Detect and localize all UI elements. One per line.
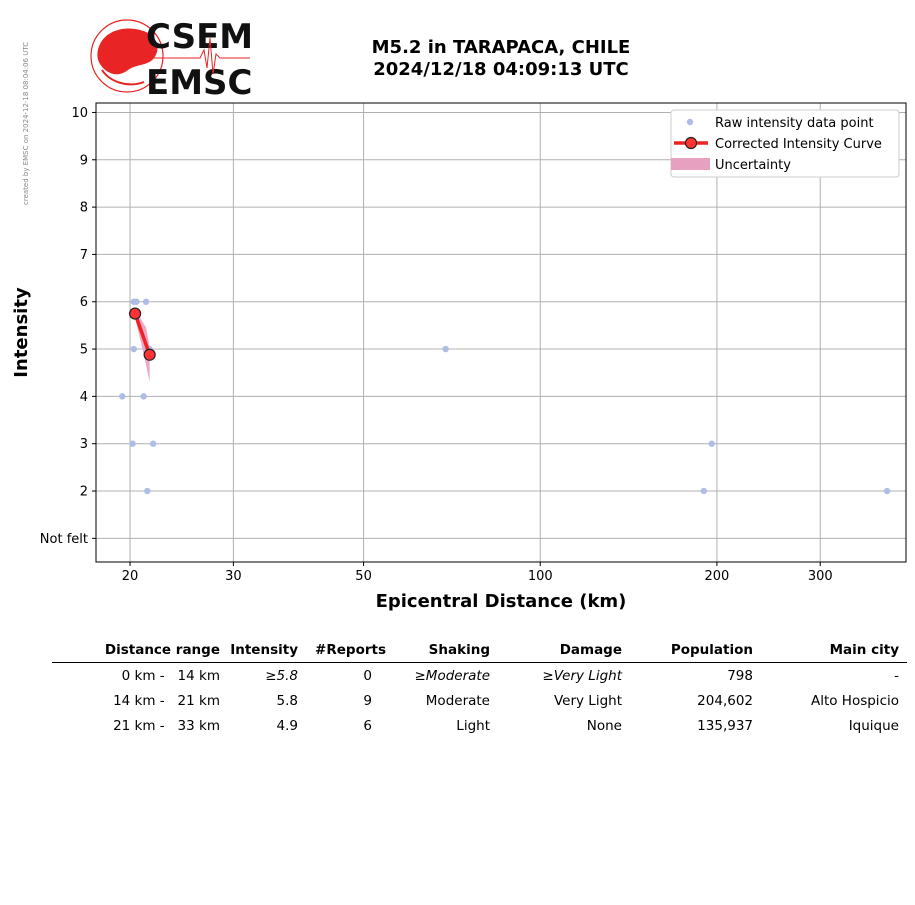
chart-title: M5.2 in TARAPACA, CHILE 2024/12/18 04:09… [300,37,702,81]
damage-cell: None [586,718,622,734]
seismogram-icon [146,37,250,75]
table-row: 21 km - 33 km 4.9 6 Light None 135,937 I… [52,713,907,738]
y-tick-label: 3 [80,437,88,452]
corrected-curve-marker [143,348,156,361]
y-tick-label: 8 [80,201,88,216]
raw-data-point [142,298,150,305]
header-shaking: Shaking [394,640,498,663]
city-cell: Iquique [848,718,899,734]
intensity-cell: 5.8 [276,693,298,709]
title-line1: M5.2 in TARAPACA, CHILE [371,37,631,58]
legend-curve-label: Corrected Intensity Curve [715,137,882,152]
raw-data-point [129,440,136,447]
shaking-cell: ≥Moderate [414,668,490,684]
raw-data-point [130,345,138,353]
legend-curve-marker [684,136,698,150]
plot-frame [95,102,907,563]
x-tick-label: 20 [122,569,139,584]
header-population: Population [630,640,761,663]
raw-data-point [119,393,126,400]
corrected-curve-line [133,312,152,356]
reports-cell: 9 [363,693,372,709]
y-tick-label: 7 [80,248,88,263]
x-tick-label: 300 [808,569,833,584]
raw-data-point [144,487,151,495]
emsc-logo: CSEM EMSC [90,17,253,100]
shaking-cell: Moderate [425,693,490,709]
corrected-curve-marker [128,307,142,320]
reports-cell: 6 [363,718,372,734]
y-tick-label: 2 [80,485,88,500]
logo-line1: CSEM [146,17,253,57]
raw-data-point [133,298,140,305]
population-cell: 798 [727,668,753,684]
table-row: 0 km - 14 km ≥5.8 0 ≥Moderate ≥Very Ligh… [52,663,907,689]
city-cell: - [894,668,899,684]
raw-data-point [140,393,147,400]
legend-uncertainty-label: Uncertainty [715,158,791,173]
distance-cell: 14 km - 21 km [113,693,220,709]
x-tick-label: 50 [355,569,372,584]
legend-box [670,109,900,178]
raw-data-point [149,440,157,447]
intensity-cell: ≥5.8 [265,668,298,684]
raw-data-point [708,440,715,447]
raw-data-point [883,487,891,495]
header-distance: Distance range [52,640,228,663]
x-tick-label: 200 [704,569,729,584]
intensity-table: Distance range Intensity #Reports Shakin… [52,640,907,738]
header-intensity: Intensity [228,640,306,663]
population-cell: 135,937 [697,718,753,734]
y-tick-label: 9 [80,153,88,168]
distance-cell: 0 km - 14 km [121,668,220,684]
city-cell: Alto Hospicio [810,693,899,709]
legend-raw-label: Raw intensity data point [715,116,874,131]
damage-cell: Very Light [553,693,622,709]
raw-data-point [700,487,708,495]
table-row: 14 km - 21 km 5.8 9 Moderate Very Light … [52,688,907,713]
population-cell: 204,602 [697,693,753,709]
header-damage: Damage [498,640,630,663]
header-reports: #Reports [306,640,394,663]
x-axis-label: Epicentral Distance (km) [376,591,627,612]
x-tick-label: 30 [225,569,242,584]
map-shape-icon [97,28,158,75]
y-tick-label: 6 [80,295,88,310]
reports-cell: 0 [363,668,372,684]
distance-cell: 21 km - 33 km [113,718,220,734]
header-city: Main city [761,640,907,663]
y-axis-label: Intensity [11,287,32,378]
damage-cell: ≥Very Light [542,668,622,684]
raw-data-point [442,345,449,353]
intensity-cell: 4.9 [276,718,298,734]
y-tick-label: 5 [80,343,88,358]
intensity-chart: 20 30 50 100 200 300 Not felt 2 3 4 5 6 7 8 9 10 Epicent… [11,102,907,612]
shaking-cell: Light [456,718,490,734]
x-tick-label: 100 [528,569,553,584]
title-line2: 2024/12/18 04:09:13 UTC [373,59,629,80]
table-header-row: Distance range Intensity #Reports Shakin… [52,640,907,663]
logo-line2: EMSC [146,63,253,100]
globe-icon [90,19,164,93]
y-tick-label: 4 [80,390,88,405]
legend-raw-marker [686,118,694,126]
y-tick-label: Not felt [40,532,88,547]
legend-uncertainty-swatch [671,158,710,170]
y-tick-label: 10 [71,106,88,121]
